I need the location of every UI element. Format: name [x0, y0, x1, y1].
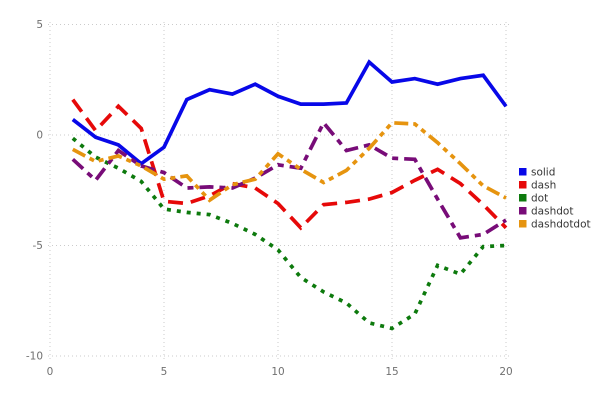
- series-line-dot: [71, 136, 507, 331]
- x-tick-label: 5: [161, 366, 168, 378]
- y-tick-label: 5: [36, 19, 43, 31]
- y-tick-label: 0: [36, 130, 43, 142]
- series-line-dashdot: [71, 119, 507, 240]
- x-tick-label: 0: [47, 366, 54, 378]
- x-tick-label: 20: [499, 366, 512, 378]
- legend-swatch-dashdot: [519, 207, 527, 215]
- legend-label-solid: solid: [531, 166, 555, 178]
- legend-swatch-dash: [519, 181, 527, 189]
- series-line-solid: [71, 59, 508, 167]
- series-line-dash: [71, 98, 508, 231]
- legend-label-dashdot: dashdot: [531, 205, 573, 217]
- x-tick-label: 10: [271, 366, 284, 378]
- legend-swatch-dot: [519, 194, 527, 202]
- legend-swatch-dashdotdot: [519, 220, 527, 228]
- y-tick-label: -10: [26, 351, 43, 363]
- legend-label-dashdotdot: dashdotdot: [531, 218, 591, 230]
- legend-swatch-solid: [519, 168, 527, 176]
- legend-label-dash: dash: [531, 179, 556, 191]
- legend-label-dot: dot: [531, 192, 548, 204]
- series-line-dashdotdot: [71, 120, 507, 203]
- x-tick-label: 15: [385, 366, 398, 378]
- y-tick-label: -5: [33, 240, 43, 252]
